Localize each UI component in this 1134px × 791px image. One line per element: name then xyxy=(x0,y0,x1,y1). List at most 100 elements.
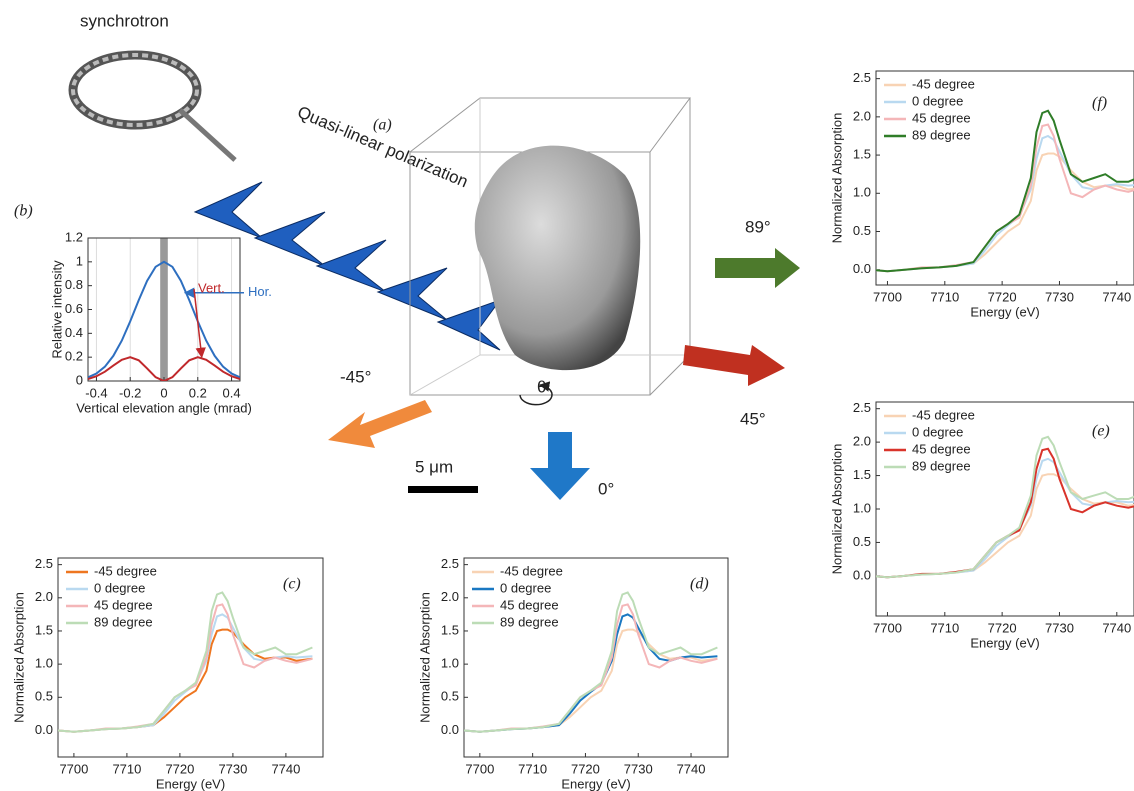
x-tick-label: -0.2 xyxy=(119,385,141,400)
legend-label: 45 degree xyxy=(912,110,971,125)
y-tick-label: 0.5 xyxy=(853,534,871,549)
x-tick-label: 7730 xyxy=(1045,620,1074,635)
y-tick-label: 0.5 xyxy=(441,689,459,704)
legend-label: 0 degree xyxy=(94,580,145,595)
y-tick-label: 0.2 xyxy=(65,349,83,364)
x-tick-label: 7720 xyxy=(571,761,600,776)
legend-label: 0 degree xyxy=(912,93,963,108)
y-tick-label: 1.0 xyxy=(35,656,53,671)
y-tick-label: 0.8 xyxy=(65,277,83,292)
chart: 0.0 0.5 1.0 1.5 2.0 2.5 7700 7710 7720 7730 7740 En… xyxy=(11,556,324,791)
legend-label: 89 degree xyxy=(94,614,153,629)
series-line xyxy=(464,628,718,733)
y-tick-label: 0.6 xyxy=(65,301,83,316)
legend-label: 0 degree xyxy=(912,424,963,439)
x-tick-label: 7700 xyxy=(873,620,902,635)
legend-label: -45 degree xyxy=(912,76,975,91)
series-line xyxy=(88,260,240,379)
y-tick-label: 2.5 xyxy=(853,70,871,85)
x-tick-label: 7740 xyxy=(677,761,706,776)
panel-label: (d) xyxy=(690,576,709,593)
beam xyxy=(193,181,502,351)
y-axis-label: Relative intensity xyxy=(49,260,64,359)
x-axis-label: Energy (eV) xyxy=(561,776,630,791)
center-band xyxy=(160,238,168,381)
plot-frame xyxy=(57,557,324,758)
y-axis-label: Normalized Absorption xyxy=(417,592,432,723)
legend-label: -45 degree xyxy=(912,407,975,422)
series-line xyxy=(464,613,718,733)
angle-label: 0° xyxy=(598,479,614,498)
panel-label: (e) xyxy=(1092,423,1110,440)
panel-label: (b) xyxy=(14,203,33,220)
x-tick-label: 7700 xyxy=(59,761,88,776)
x-axis-label: Energy (eV) xyxy=(970,635,1039,650)
rotation-arrow xyxy=(519,381,553,406)
y-tick-label: 1.0 xyxy=(853,500,871,515)
source-label: synchrotron xyxy=(80,11,169,30)
y-tick-label: 1.5 xyxy=(853,147,871,162)
y-tick-label: 0.4 xyxy=(65,325,83,340)
x-tick-label: 7720 xyxy=(165,761,194,776)
series-line xyxy=(88,356,240,381)
plot-frame xyxy=(875,70,1134,286)
series-line xyxy=(876,435,1134,579)
arrow-45 xyxy=(683,345,785,386)
scale-bar-label: 5 μm xyxy=(415,457,453,476)
x-tick-label: -0.4 xyxy=(85,385,107,400)
series-label: Hor. xyxy=(248,284,272,299)
angle-label: 45° xyxy=(740,409,766,428)
series-line xyxy=(876,457,1134,579)
series-line xyxy=(876,109,1134,273)
x-tick-label: 7730 xyxy=(218,761,247,776)
angle-label: -45° xyxy=(340,367,371,386)
legend-label: -45 degree xyxy=(500,563,563,578)
x-tick-label: 7740 xyxy=(271,761,300,776)
legend-label: 89 degree xyxy=(912,127,971,142)
x-tick-label: 7710 xyxy=(930,289,959,304)
x-axis-label: Vertical elevation angle (mrad) xyxy=(76,400,252,415)
x-tick-label: 7710 xyxy=(930,620,959,635)
y-tick-label: 0.0 xyxy=(853,261,871,276)
y-axis-label: Normalized Absorption xyxy=(11,592,26,723)
x-tick-label: 7730 xyxy=(624,761,653,776)
x-tick-label: 7720 xyxy=(988,620,1017,635)
y-tick-label: 0.5 xyxy=(35,689,53,704)
y-tick-label: 0.0 xyxy=(441,722,459,737)
legend-label: -45 degree xyxy=(94,563,157,578)
y-tick-label: 1.2 xyxy=(65,229,83,244)
x-axis-label: Energy (eV) xyxy=(156,776,225,791)
y-tick-label: 1.5 xyxy=(35,622,53,637)
label-arrow xyxy=(193,288,206,359)
panel-label: (a) xyxy=(373,117,392,134)
x-axis-label: Energy (eV) xyxy=(970,304,1039,319)
series-line xyxy=(58,591,313,733)
x-tick-label: 7700 xyxy=(873,289,902,304)
series-line xyxy=(464,591,718,733)
series-line xyxy=(876,152,1134,273)
x-tick-label: 0 xyxy=(160,385,167,400)
series-line xyxy=(58,628,313,733)
y-axis-label: Normalized Absorption xyxy=(829,113,844,244)
series-line xyxy=(876,473,1134,579)
series-line xyxy=(876,134,1134,273)
y-tick-label: 2.0 xyxy=(853,108,871,123)
y-tick-label: 2.5 xyxy=(441,556,459,571)
panel-label: (f) xyxy=(1092,95,1107,112)
x-tick-label: 7740 xyxy=(1102,620,1131,635)
x-tick-label: 7730 xyxy=(1045,289,1074,304)
legend-label: 89 degree xyxy=(500,614,559,629)
chart: 0.0 0.5 1.0 1.5 2.0 2.5 7700 7710 7720 7730 7740 En… xyxy=(829,70,1134,319)
series-line xyxy=(58,613,313,733)
y-tick-label: 1.0 xyxy=(441,656,459,671)
y-tick-label: 1.5 xyxy=(441,622,459,637)
y-tick-label: 0.5 xyxy=(853,223,871,238)
x-tick-label: 7720 xyxy=(988,289,1017,304)
y-tick-label: 0.0 xyxy=(853,567,871,582)
legend-label: 89 degree xyxy=(912,458,971,473)
chart: 00.20.40.60.811.2-0.4 -0.2 0 0.2 0.4Vertical… xyxy=(14,203,272,416)
y-tick-label: 2.5 xyxy=(853,400,871,415)
series-label: Vert. xyxy=(198,280,225,295)
y-tick-label: 1.0 xyxy=(853,185,871,200)
